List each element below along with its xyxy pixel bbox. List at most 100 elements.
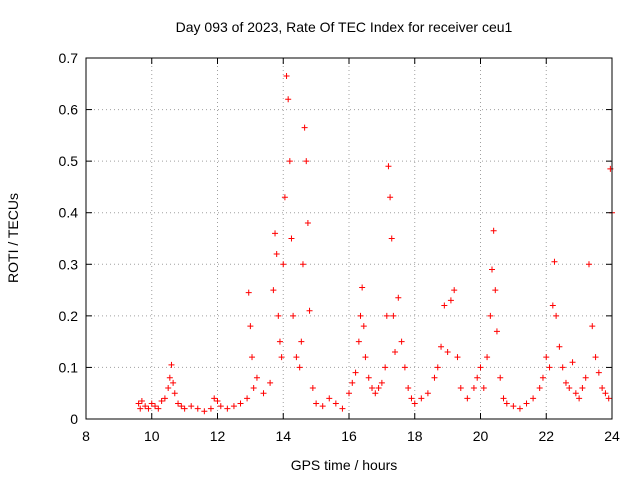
data-point [296,364,303,371]
data-point [332,400,339,407]
data-point [418,395,425,402]
data-point [589,323,596,330]
data-point [516,405,523,412]
y-tick-label: 0.3 [59,256,79,272]
x-tick-label: 20 [473,428,489,444]
axis-ticks [85,57,613,420]
data-point [388,235,395,242]
data-point [474,374,481,381]
data-point [283,73,290,80]
data-point [592,354,599,361]
data-point [405,385,412,392]
data-point [217,403,224,410]
y-tick-label: 0.1 [59,359,79,375]
x-tick-label: 14 [275,428,291,444]
data-point [357,312,364,319]
data-point [595,369,602,376]
data-point [352,369,359,376]
x-tick-labels: 8 10 12 14 16 18 20 22 24 [82,428,620,444]
data-point [562,379,569,386]
x-tick-label: 8 [82,428,90,444]
data-point [207,405,214,412]
data-point [148,400,155,407]
data-point [559,364,566,371]
data-point [181,405,188,412]
data-point [401,364,408,371]
data-point [372,390,379,397]
data-point [360,323,367,330]
data-point [536,385,543,392]
data-point [392,348,399,355]
data-point [434,364,441,371]
data-point [298,338,305,345]
data-point [211,395,218,402]
data-point [572,390,579,397]
data-point [313,400,320,407]
data-point [155,405,162,412]
data-point [551,258,558,265]
data-point [447,297,454,304]
data-point [137,405,144,412]
data-point [387,194,394,201]
data-point [523,400,530,407]
data-point [493,328,500,335]
x-tick-label: 10 [144,428,160,444]
data-point [304,220,311,227]
data-point [390,312,397,319]
data-point [395,294,402,301]
x-tick-label: 16 [341,428,357,444]
data-point [168,361,175,368]
y-tick-label: 0.6 [59,102,79,118]
data-point [355,338,362,345]
data-point [382,364,389,371]
data-point [605,395,612,402]
data-point [326,395,333,402]
data-point [194,405,201,412]
data-point [278,354,285,361]
data-point [188,403,195,410]
data-point [306,307,313,314]
data-point [500,395,507,402]
data-point [556,343,563,350]
data-point [161,395,168,402]
y-tick-label: 0.4 [59,205,79,221]
data-point [378,379,385,386]
data-point [451,287,458,294]
data-point [303,158,310,165]
data-point [566,385,573,392]
data-point [385,163,392,170]
data-point [369,385,376,392]
data-point [582,374,589,381]
data-point [253,374,260,381]
data-point [424,390,431,397]
data-point [470,385,477,392]
data-point [260,390,267,397]
data-point [309,385,316,392]
data-point [438,343,445,350]
data-point [158,397,165,404]
data-point [477,364,484,371]
data-point [339,405,346,412]
data-point [346,390,352,397]
data-point [272,230,279,237]
data-point [349,379,356,386]
data-point [178,403,185,410]
data-point [480,385,487,392]
data-point [165,385,172,392]
data-point [576,395,583,402]
data-point [359,284,366,291]
y-tick-label: 0 [70,411,78,427]
data-point [408,395,415,402]
data-point [585,261,592,268]
data-point [280,261,287,268]
data-point [285,96,292,103]
data-point [301,124,308,131]
data-point [152,403,159,410]
data-point [201,408,208,415]
data-point [444,348,451,355]
data-point [276,338,283,345]
x-tick-label: 12 [210,428,226,444]
data-point [138,397,145,404]
data-point [267,379,274,386]
data-points [135,73,615,415]
